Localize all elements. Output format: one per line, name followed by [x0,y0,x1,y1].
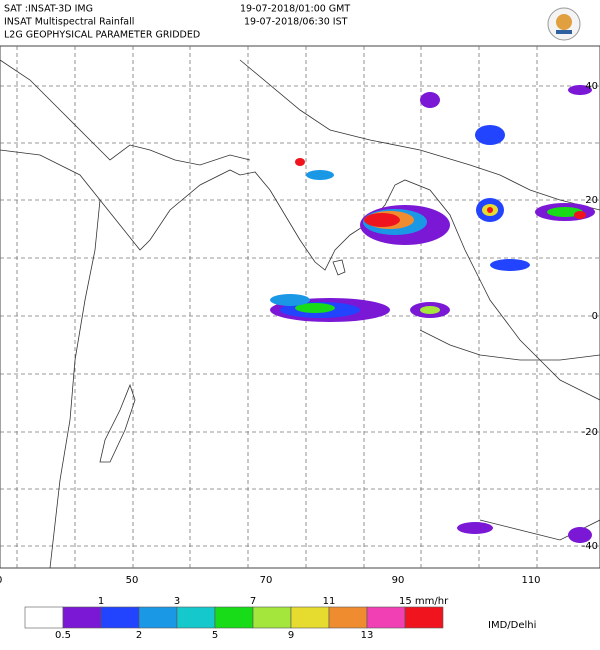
legend-label: 5 [212,630,218,641]
legend-swatch [366,606,406,629]
logo [547,7,581,41]
legend-label: 1 [98,596,104,607]
legend-swatch [214,606,254,629]
header-text: 19-07-2018/01:00 GMT [240,4,350,15]
legend-swatch [290,606,330,629]
coastlines [0,59,600,569]
legend-label: 0.5 [55,630,71,641]
legend-swatch [252,606,292,629]
legend-swatch [62,606,102,629]
legend-swatch [138,606,178,629]
legend-label: 2 [136,630,142,641]
header-text: 19-07-2018/06:30 IST [244,17,348,28]
legend-label: 15 mm/hr [399,596,449,607]
lat-label: -40 [582,541,598,552]
header-text: SAT :INSAT-3D IMG [4,4,93,15]
legend-swatch [176,606,216,629]
lon-label: 70 [260,575,273,586]
header-text: L2G GEOPHYSICAL PARAMETER GRIDDED [4,30,200,41]
map [0,45,600,569]
legend-label: 9 [288,630,294,641]
legend-label: 3 [174,596,180,607]
header-text: INSAT Multispectral Rainfall [4,17,134,28]
legend-swatch [24,606,64,629]
credit: IMD/Delhi [488,620,536,631]
legend-swatch [328,606,368,629]
lon-label: 110 [521,575,540,586]
legend-swatch [404,606,444,629]
legend-swatch [100,606,140,629]
rain-areas [270,85,595,543]
legend-label: 13 [361,630,374,641]
lat-label: 0 [592,311,598,322]
lat-label: 40 [585,81,598,92]
legend-label: 11 [323,596,336,607]
lat-label: 20 [585,195,598,206]
lon-label: 30 [0,575,2,586]
legend-label: 7 [250,596,256,607]
lat-label: -20 [582,427,598,438]
lon-label: 90 [392,575,405,586]
lon-label: 50 [126,575,139,586]
